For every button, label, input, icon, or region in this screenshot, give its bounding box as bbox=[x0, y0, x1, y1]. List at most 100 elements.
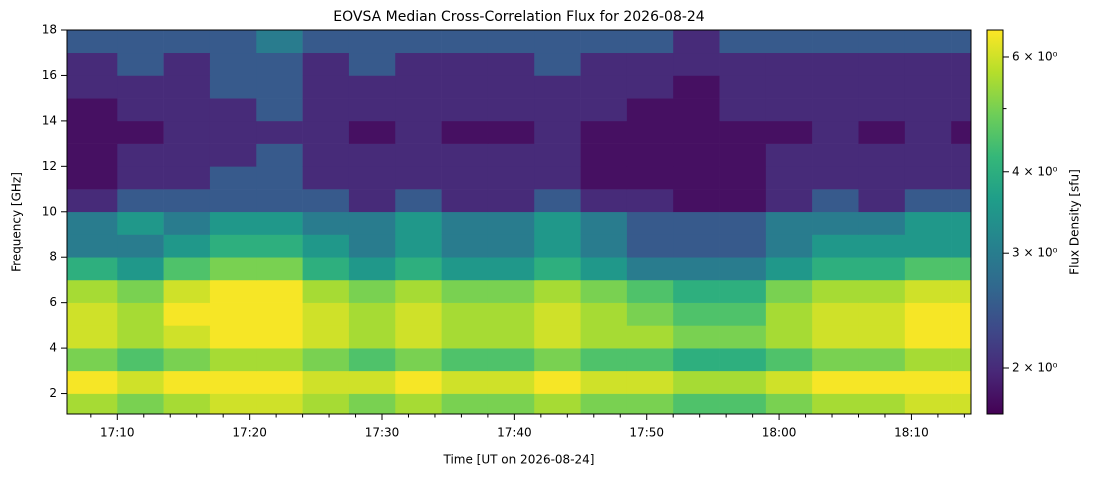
heatmap-cell bbox=[395, 279, 442, 303]
heatmap-cell bbox=[395, 393, 442, 415]
heatmap-cell bbox=[256, 120, 303, 144]
heatmap-cell bbox=[395, 30, 442, 54]
heatmap-cell bbox=[812, 98, 859, 122]
heatmap-cell bbox=[395, 143, 442, 167]
heatmap-cell bbox=[951, 279, 972, 303]
heatmap-cell bbox=[209, 302, 257, 326]
heatmap-cell bbox=[348, 370, 396, 394]
heatmap-cell bbox=[487, 120, 535, 144]
heatmap-cell bbox=[209, 393, 257, 415]
heatmap-cell bbox=[67, 234, 118, 258]
heatmap-cell bbox=[395, 98, 442, 122]
heatmap-cell bbox=[626, 279, 674, 303]
y-tick-label: 18 bbox=[42, 23, 57, 37]
heatmap-cell bbox=[951, 98, 972, 122]
heatmap-cell bbox=[302, 257, 350, 281]
heatmap-cell bbox=[209, 143, 257, 167]
heatmap-cell bbox=[534, 257, 581, 281]
heatmap-cell bbox=[67, 348, 118, 372]
heatmap-cell bbox=[348, 393, 396, 415]
heatmap-cell bbox=[209, 120, 257, 144]
heatmap-cell bbox=[626, 234, 674, 258]
heatmap-cell bbox=[302, 75, 350, 99]
heatmap-cell bbox=[487, 211, 535, 235]
heatmap-cell bbox=[209, 211, 257, 235]
heatmap-cell bbox=[858, 98, 906, 122]
heatmap-cell bbox=[858, 166, 906, 190]
heatmap-cell bbox=[487, 302, 535, 326]
heatmap-cell bbox=[534, 75, 581, 99]
heatmap-cell bbox=[256, 98, 303, 122]
heatmap-cell bbox=[348, 75, 396, 99]
heatmap-cell bbox=[951, 189, 972, 213]
heatmap-cell bbox=[626, 98, 674, 122]
heatmap-cell bbox=[302, 52, 350, 76]
heatmap-cell bbox=[673, 348, 720, 372]
heatmap-cell bbox=[117, 257, 164, 281]
heatmap-cell bbox=[904, 348, 952, 372]
heatmap-cell bbox=[302, 143, 350, 167]
heatmap-cell bbox=[209, 166, 257, 190]
heatmap-cell bbox=[348, 302, 396, 326]
heatmap-cell bbox=[951, 234, 972, 258]
colorbar-tick-label: 6 × 10⁰ bbox=[1012, 49, 1058, 63]
heatmap-cell bbox=[534, 393, 581, 415]
heatmap-cell bbox=[302, 30, 350, 54]
heatmap-cell bbox=[302, 189, 350, 213]
heatmap-cell bbox=[441, 257, 489, 281]
heatmap-cell bbox=[719, 302, 767, 326]
heatmap-cell bbox=[302, 348, 350, 372]
heatmap-cell bbox=[487, 325, 535, 349]
heatmap-cell bbox=[534, 370, 581, 394]
heatmap-cell bbox=[395, 189, 442, 213]
heatmap-cell bbox=[858, 189, 906, 213]
x-tick-label: 17:10 bbox=[100, 426, 135, 440]
heatmap-cell bbox=[117, 211, 164, 235]
heatmap-cell bbox=[904, 120, 952, 144]
heatmap-cell bbox=[441, 143, 489, 167]
heatmap-cell bbox=[951, 211, 972, 235]
heatmap-cell bbox=[163, 325, 211, 349]
y-tick-label: 14 bbox=[42, 113, 57, 127]
heatmap-cell bbox=[117, 234, 164, 258]
heatmap-cell bbox=[302, 325, 350, 349]
heatmap-cell bbox=[765, 211, 813, 235]
heatmap-cell bbox=[673, 189, 720, 213]
heatmap-cell bbox=[765, 143, 813, 167]
heatmap-cell bbox=[626, 370, 674, 394]
heatmap-cell bbox=[67, 166, 118, 190]
y-tick-label: 12 bbox=[42, 159, 57, 173]
heatmap-cell bbox=[951, 348, 972, 372]
heatmap-cell bbox=[256, 52, 303, 76]
heatmap-cell bbox=[534, 98, 581, 122]
heatmap-cell bbox=[487, 30, 535, 54]
heatmap-cell bbox=[163, 143, 211, 167]
heatmap-cell bbox=[487, 393, 535, 415]
y-tick-label: 2 bbox=[49, 386, 57, 400]
heatmap-cell bbox=[441, 98, 489, 122]
heatmap-cell bbox=[117, 348, 164, 372]
heatmap-cell bbox=[348, 30, 396, 54]
heatmap-cell bbox=[719, 279, 767, 303]
heatmap-cell bbox=[812, 120, 859, 144]
heatmap-cell bbox=[117, 189, 164, 213]
heatmap-cell bbox=[302, 166, 350, 190]
heatmap-cell bbox=[163, 120, 211, 144]
heatmap-cell bbox=[626, 325, 674, 349]
heatmap-cell bbox=[858, 370, 906, 394]
heatmap-cell bbox=[626, 120, 674, 144]
y-tick-label: 4 bbox=[49, 341, 57, 355]
heatmap-cell bbox=[163, 279, 211, 303]
heatmap-cell bbox=[765, 370, 813, 394]
heatmap-cell bbox=[812, 279, 859, 303]
heatmap-cell bbox=[395, 257, 442, 281]
colorbar-tick-label: 4 × 10⁰ bbox=[1012, 164, 1058, 178]
heatmap-cell bbox=[951, 120, 972, 144]
heatmap-cell bbox=[765, 52, 813, 76]
heatmap-cell bbox=[673, 30, 720, 54]
y-tick-label: 16 bbox=[42, 68, 57, 82]
heatmap-cell bbox=[904, 98, 952, 122]
heatmap-cell bbox=[951, 302, 972, 326]
heatmap-cell bbox=[812, 30, 859, 54]
heatmap-cell bbox=[580, 302, 628, 326]
